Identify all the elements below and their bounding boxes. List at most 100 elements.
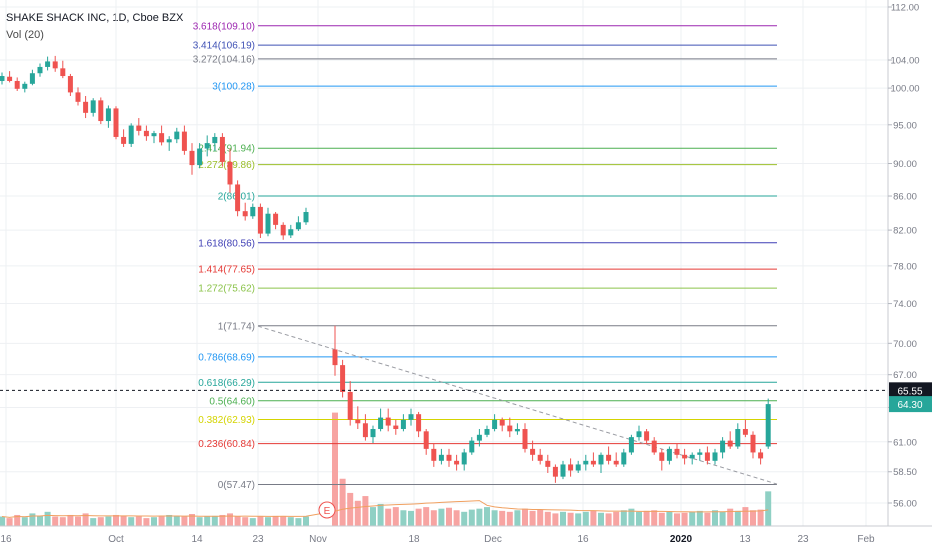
volume-bar bbox=[0, 516, 5, 526]
volume-bar bbox=[287, 517, 294, 526]
candle-body bbox=[461, 452, 467, 465]
candle-body bbox=[583, 460, 589, 465]
volume-bar bbox=[681, 512, 688, 526]
candle-body bbox=[174, 131, 180, 140]
chart-title: SHAKE SHACK INC, 1D, Cboe BZX bbox=[6, 12, 184, 24]
candle-body bbox=[431, 448, 437, 461]
candle-body bbox=[704, 452, 710, 461]
volume-bar bbox=[514, 510, 521, 526]
volume-bar bbox=[204, 516, 211, 526]
volume-bar bbox=[522, 508, 528, 526]
candle-body bbox=[454, 460, 460, 465]
fib-level-label: 0.618(66.29) bbox=[198, 378, 255, 389]
candle-body bbox=[545, 460, 551, 467]
volume-bar bbox=[362, 496, 369, 526]
volume-bar bbox=[158, 516, 165, 526]
candle-body bbox=[727, 440, 733, 447]
volume-bar bbox=[438, 508, 445, 526]
candle-body bbox=[651, 440, 657, 453]
volume-indicator-label: Vol (20) bbox=[6, 29, 44, 41]
volume-bar bbox=[537, 509, 544, 526]
volume-bar bbox=[52, 516, 59, 526]
volume-bar bbox=[499, 510, 506, 526]
candle-body bbox=[83, 101, 89, 113]
fib-level-label: 0.786(68.69) bbox=[198, 352, 255, 363]
candle-body bbox=[552, 466, 558, 477]
volume-bar bbox=[135, 516, 142, 526]
volume-bar bbox=[143, 518, 150, 526]
volume-bar bbox=[67, 514, 74, 526]
fib-level-label: 0.236(60.84) bbox=[198, 439, 255, 450]
candle-body bbox=[60, 68, 66, 77]
candle-body bbox=[340, 365, 346, 392]
volume-bar bbox=[430, 510, 437, 526]
candle-body bbox=[628, 437, 634, 453]
chart-markers[interactable]: E bbox=[0, 389, 888, 519]
candle-body bbox=[189, 150, 195, 166]
volume-bar bbox=[719, 511, 726, 526]
volume-bar bbox=[567, 512, 574, 526]
volume-bar bbox=[234, 516, 241, 526]
time-axis[interactable]: 16 Oct 14 23 Nov 18 Dec 16 2020 13 23 Feb bbox=[0, 525, 932, 545]
volume-bar bbox=[484, 507, 490, 526]
candle-body bbox=[67, 76, 73, 93]
price-tick-label: 61.00 bbox=[893, 437, 917, 448]
candle-body bbox=[7, 76, 13, 81]
time-tick-label: 16 bbox=[577, 534, 589, 545]
crosshair-price-badge[interactable] bbox=[889, 382, 932, 399]
volume-bar bbox=[354, 500, 361, 526]
volume-bar bbox=[620, 510, 627, 526]
volume-bar bbox=[44, 511, 51, 526]
candle-body bbox=[197, 148, 203, 166]
candle-body bbox=[14, 80, 20, 89]
volume-bar bbox=[219, 514, 226, 526]
volume-bar bbox=[704, 512, 711, 526]
candle-body bbox=[590, 460, 596, 465]
volume-bar bbox=[303, 516, 309, 526]
price-tick-label: 56.00 bbox=[893, 499, 917, 510]
candle-body bbox=[758, 452, 764, 459]
volume-bar bbox=[59, 517, 66, 526]
volume-bar bbox=[120, 515, 127, 526]
grid bbox=[0, 0, 888, 526]
volume-histogram bbox=[0, 412, 772, 526]
time-tick-label: 23 bbox=[252, 534, 264, 545]
candle-body bbox=[446, 454, 452, 461]
volume-bar bbox=[339, 478, 346, 526]
candle-body bbox=[257, 206, 263, 234]
volume-bar bbox=[29, 513, 36, 526]
candle-body bbox=[332, 349, 338, 366]
candle-body bbox=[378, 417, 384, 430]
fibonacci-extension[interactable]: 3.618(109.10) 3.414(106.19) 3.272(104.16) 3… bbox=[193, 21, 777, 491]
volume-bar bbox=[113, 514, 119, 526]
candle-body bbox=[288, 229, 294, 236]
volume-bar bbox=[257, 516, 264, 526]
volume-bar bbox=[105, 516, 112, 526]
candle-body bbox=[128, 125, 134, 144]
volume-bar bbox=[506, 511, 513, 526]
price-tick-label: 58.50 bbox=[893, 467, 917, 478]
crosshair-price-label: 65.55 bbox=[897, 386, 922, 397]
earnings-marker[interactable]: E bbox=[318, 501, 336, 519]
fib-level-label: 2.272(89.86) bbox=[198, 160, 255, 171]
earnings-marker-label: E bbox=[324, 506, 331, 517]
candle-body bbox=[507, 425, 513, 432]
volume-bar bbox=[453, 510, 460, 526]
volume-bar bbox=[734, 510, 741, 526]
volume-bar bbox=[332, 412, 338, 526]
fib-level-label: 3.272(104.16) bbox=[193, 54, 255, 65]
candle-body bbox=[204, 143, 210, 149]
fib-level-label: 0.5(64.60) bbox=[209, 396, 255, 407]
last-price-badge[interactable] bbox=[889, 396, 932, 413]
candle-body bbox=[514, 429, 520, 432]
time-tick-label: 2020 bbox=[670, 534, 693, 545]
price-tick-label: 78.00 bbox=[893, 261, 917, 272]
price-axis[interactable]: 56.0058.5061.0064.0067.0070.0074.0078.00… bbox=[887, 0, 932, 550]
candle-body bbox=[273, 213, 279, 225]
candle-body bbox=[347, 391, 353, 420]
volume-bar bbox=[6, 518, 13, 526]
volume-bar bbox=[560, 511, 566, 526]
candle-body bbox=[742, 429, 748, 435]
candle-body bbox=[22, 83, 28, 89]
